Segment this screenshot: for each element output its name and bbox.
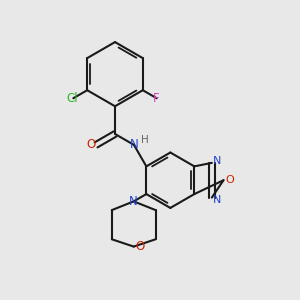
Text: O: O xyxy=(86,138,95,152)
Text: O: O xyxy=(225,175,234,184)
Text: H: H xyxy=(141,135,149,145)
Text: N: N xyxy=(213,155,221,166)
Text: F: F xyxy=(153,92,160,105)
Text: N: N xyxy=(129,195,138,208)
Text: N: N xyxy=(213,195,221,205)
Text: O: O xyxy=(136,240,145,253)
Text: N: N xyxy=(130,138,138,152)
Text: Cl: Cl xyxy=(66,92,78,105)
